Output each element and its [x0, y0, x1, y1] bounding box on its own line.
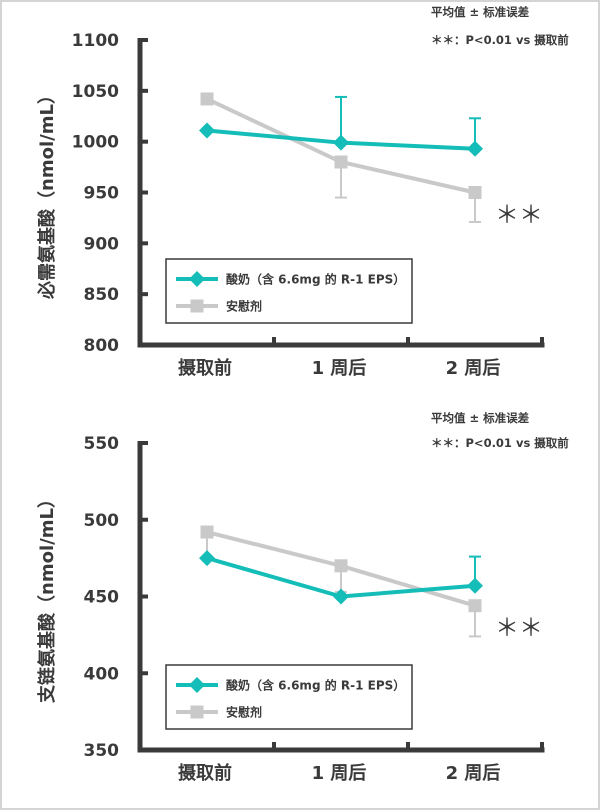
x-tick-label: 摄取前 — [178, 357, 232, 379]
legend-box — [165, 258, 413, 324]
data-point-diamond — [199, 122, 215, 139]
note-text: ＊＊：P<0.01 vs 摄取前 — [431, 436, 569, 450]
x-tick-label: 摄取前 — [178, 762, 232, 784]
y-tick-label: 1000 — [72, 133, 119, 153]
series-placebo — [200, 525, 482, 638]
data-point-square — [334, 559, 348, 573]
x-tick-label: 1 周后 — [312, 358, 367, 379]
legend-label: 安慰剂 — [226, 705, 262, 720]
data-point-diamond — [199, 550, 215, 567]
y-tick-label: 950 — [84, 184, 120, 204]
chart-panel-2: 平均值 ± 标准误差 ＊＊：P<0.01 vs 摄取前 350 400 450 500 55… — [36, 411, 569, 784]
x-tick-label: 2 周后 — [446, 763, 501, 784]
x-tick-label: 1 周后 — [312, 763, 367, 784]
significance-marker: ＊＊ — [495, 614, 543, 642]
legend-label: 安慰剂 — [226, 299, 262, 314]
y-tick-label: 1100 — [72, 31, 119, 51]
y-tick-label: 550 — [84, 434, 120, 454]
data-point-square — [200, 525, 214, 539]
data-point-square — [468, 599, 482, 613]
y-tick-label: 1050 — [72, 82, 119, 102]
note-text: 平均值 ± 标准误差 — [431, 411, 530, 425]
y-tick-label: 350 — [84, 741, 120, 761]
legend-diamond-icon — [189, 271, 205, 287]
y-tick-label: 400 — [84, 664, 120, 684]
legend-square-icon — [190, 705, 204, 719]
y-tick-label: 900 — [84, 234, 120, 254]
y-tick-label: 500 — [84, 511, 120, 531]
y-tick-label: 450 — [84, 588, 120, 608]
data-point-square — [200, 92, 214, 106]
series-yogurt — [199, 550, 483, 605]
legend: 酸奶（含 6.6mg 的 R-1 EPS） 安慰剂 — [165, 664, 413, 730]
data-point-diamond — [467, 140, 483, 157]
data-point-square — [468, 186, 482, 199]
data-point-diamond — [333, 134, 349, 151]
legend: 酸奶（含 6.6mg 的 R-1 EPS） 安慰剂 — [165, 258, 413, 324]
note-text: ＊＊：P<0.01 vs 摄取前 — [431, 33, 569, 47]
data-point-diamond — [467, 577, 483, 594]
legend-square-icon — [190, 299, 204, 313]
legend-label: 酸奶（含 6.6mg 的 R-1 EPS） — [226, 272, 405, 287]
y-axis-label: 支链氨基酸（nmol/mL） — [36, 490, 58, 704]
chart-panel-1: 平均值 ± 标准误差 ＊＊：P<0.01 vs 摄取前 800 850 900 950 10… — [36, 5, 569, 379]
legend-box — [165, 664, 413, 730]
series-placebo — [200, 92, 482, 223]
data-point-diamond — [333, 588, 349, 605]
note-text: 平均值 ± 标准误差 — [431, 5, 530, 19]
legend-label: 酸奶（含 6.6mg 的 R-1 EPS） — [226, 678, 405, 693]
series-yogurt — [199, 95, 483, 157]
y-tick-label: 850 — [84, 285, 120, 305]
y-axis-label: 必需氨基酸（nmol/mL） — [36, 86, 58, 300]
y-tick-label: 800 — [84, 336, 120, 356]
legend-diamond-icon — [189, 677, 205, 693]
x-tick-label: 2 周后 — [446, 358, 501, 379]
significance-marker: ＊＊ — [495, 201, 543, 229]
data-point-square — [334, 155, 348, 169]
